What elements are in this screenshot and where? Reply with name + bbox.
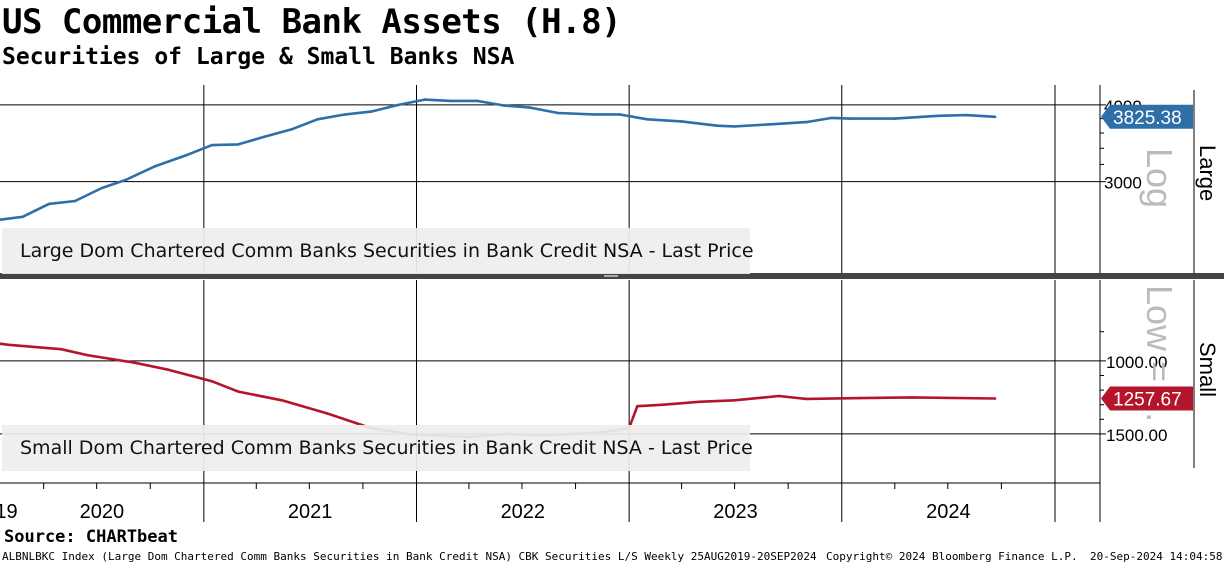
series-line-large-point (47, 202, 51, 206)
series-line-large-point (184, 154, 188, 157)
series-line-small-point (697, 400, 701, 404)
series-line-large-point (397, 103, 400, 107)
series-line-small-point (911, 396, 914, 399)
panel-label-small: Small (1195, 342, 1220, 397)
xtick-label-2020: 2020 (80, 501, 125, 523)
series-line-large-point (937, 114, 940, 118)
series-line-large-point (528, 106, 532, 109)
last-price-tag-large: 3825.38 (1101, 104, 1193, 129)
series-line-small-point (662, 403, 665, 407)
xtick-label-2024: 2024 (926, 501, 971, 523)
series-line-small-point (804, 397, 808, 401)
series-line-small-point (858, 396, 862, 400)
series-line-large (0, 98, 996, 222)
series-line-small-point (167, 368, 170, 372)
ytick-label-small: 1500.00 (1106, 426, 1167, 445)
footer-copyright: Copyright© 2024 Bloomberg Finance L.P. (826, 550, 1078, 563)
series-line-large-point (154, 164, 157, 168)
series-line-large-point (645, 118, 649, 121)
series-line-large-point (124, 178, 128, 182)
series-line-large-point (617, 113, 621, 116)
footer-timestamp: 20-Sep-2024 14:04:58 (1090, 550, 1223, 563)
xtick-label-2021: 2021 (288, 501, 333, 523)
series-line-large-point (893, 117, 897, 120)
series-line-large-point (423, 98, 427, 101)
series-line-large-point (449, 99, 453, 103)
ytick-label-small: 1000.00 (1106, 353, 1167, 372)
series-line-small-point (280, 399, 284, 402)
series-line-small-point (326, 412, 329, 415)
series-line-small-point (131, 361, 135, 364)
series-line-small-point (993, 397, 997, 400)
xtick-label-2019: 2019 (0, 501, 18, 523)
xtick-label-2023: 2023 (713, 501, 758, 523)
series-line-large-point (475, 99, 479, 103)
series-line-large-point (210, 143, 214, 147)
series-line-large-point (369, 110, 373, 113)
series-line-small-point (733, 399, 736, 402)
series-line-large-point (503, 104, 506, 107)
series-line-large-point (964, 113, 968, 117)
last-price-tag-small-text: 1257.67 (1113, 390, 1182, 411)
chart-subtitle: Securities of Large & Small Banks NSA (2, 44, 515, 70)
legend-label-small: Small Dom Chartered Comm Banks Securitie… (20, 437, 753, 459)
last-price-tag-large-text: 3825.38 (1113, 108, 1182, 129)
last-price-tag-large-shape (1101, 104, 1193, 129)
series-line-small-point (777, 394, 781, 398)
series-line-large-point (556, 111, 560, 115)
last-price-tag-small: 1257.67 (1101, 386, 1193, 411)
panel-label-large: Large (1195, 145, 1220, 201)
series-line-large-point (100, 186, 104, 190)
series-line-large-point (344, 113, 347, 116)
ytick-label-large: 3000 (1104, 174, 1142, 193)
source-note: Source: CHARTbeat (4, 527, 178, 547)
series-line-large-point (236, 143, 240, 146)
series-line-large-point (592, 113, 595, 116)
series-line-small-point (210, 380, 214, 383)
series-line-large-point (263, 135, 266, 138)
series-line-large-point (290, 128, 294, 131)
series-line-large-point (715, 124, 719, 127)
series-line-small-point (59, 347, 63, 351)
series-line-large-point (993, 115, 997, 119)
series-line-small-point (86, 353, 89, 357)
series-line-large-point (73, 199, 77, 203)
series-line-large-point (769, 123, 772, 126)
series-line-large-point (733, 125, 736, 128)
last-price-tag-small-shape (1101, 386, 1193, 411)
series-line-large-point (21, 215, 25, 219)
series-line-large-point (680, 120, 683, 123)
legend-large: Large Dom Chartered Comm Banks Securitie… (2, 228, 754, 274)
series-line-large-point (316, 118, 319, 121)
series-line-small (0, 342, 996, 439)
series-line-small-point (236, 390, 240, 393)
panel-divider-handle (604, 275, 618, 277)
scale-watermark-large: Log (1139, 148, 1180, 208)
series-line-large-point (804, 120, 808, 124)
series-line-small-point (7, 343, 10, 347)
legend-small: Small Dom Chartered Comm Banks Securitie… (2, 425, 753, 471)
chart-title: US Commercial Bank Assets (H.8) (2, 2, 622, 42)
series-line-small-point (636, 404, 639, 408)
footer-index-info: ALBNLBKC Index (Large Dom Chartered Comm… (2, 550, 817, 563)
series-line-large-point (848, 117, 852, 120)
legend-label-large: Large Dom Chartered Comm Banks Securitie… (20, 240, 754, 262)
xtick-label-2022: 2022 (501, 501, 546, 523)
series-line-large-point (830, 116, 834, 120)
